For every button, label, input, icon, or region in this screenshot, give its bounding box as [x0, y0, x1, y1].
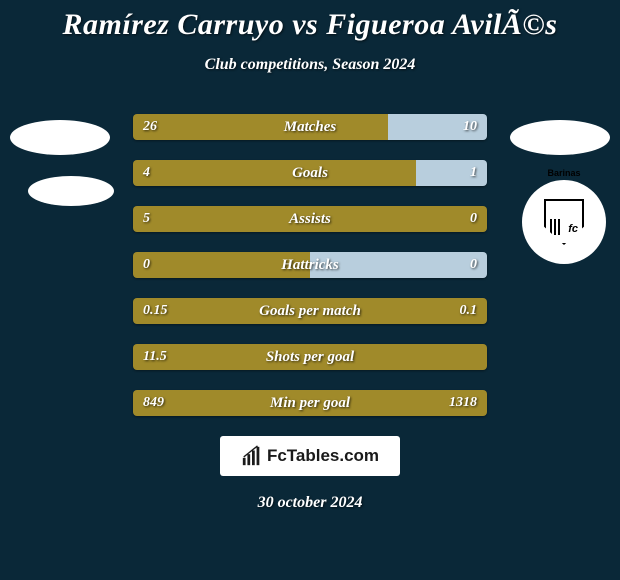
stat-row: 2610Matches	[133, 114, 487, 140]
footer-brand-logo: FcTables.com	[220, 436, 400, 476]
stat-label: Shots per goal	[133, 344, 487, 370]
stat-label: Goals	[133, 160, 487, 186]
stat-row: 0.150.1Goals per match	[133, 298, 487, 324]
player-left-avatar-placeholder-2	[28, 176, 114, 206]
stat-row: 50Assists	[133, 206, 487, 232]
date-label: 30 october 2024	[0, 494, 620, 512]
stat-label: Hattricks	[133, 252, 487, 278]
stat-row: 8491318Min per goal	[133, 390, 487, 416]
stat-label: Matches	[133, 114, 487, 140]
stat-row: 00Hattricks	[133, 252, 487, 278]
club-badge-label: Barinas	[547, 168, 580, 178]
stat-row: 11.5Shots per goal	[133, 344, 487, 370]
comparison-panel: Ramírez Carruyo vs Figueroa AvilÃ©s Club…	[0, 0, 620, 580]
player-right-avatar-placeholder-1	[510, 120, 610, 155]
stat-label: Assists	[133, 206, 487, 232]
chart-icon	[241, 445, 263, 467]
club-badge-right: Barinas	[522, 180, 606, 264]
player-left-avatar-placeholder-1	[10, 120, 110, 155]
stat-label: Goals per match	[133, 298, 487, 324]
subtitle: Club competitions, Season 2024	[0, 56, 620, 74]
stat-row: 41Goals	[133, 160, 487, 186]
stat-bars-container: 2610Matches 41Goals 50Assists 00Hattricks 0.…	[133, 114, 487, 416]
footer-brand-text: FcTables.com	[267, 446, 379, 466]
shield-icon	[544, 199, 584, 245]
page-title: Ramírez Carruyo vs Figueroa AvilÃ©s	[0, 8, 620, 42]
stat-label: Min per goal	[133, 390, 487, 416]
